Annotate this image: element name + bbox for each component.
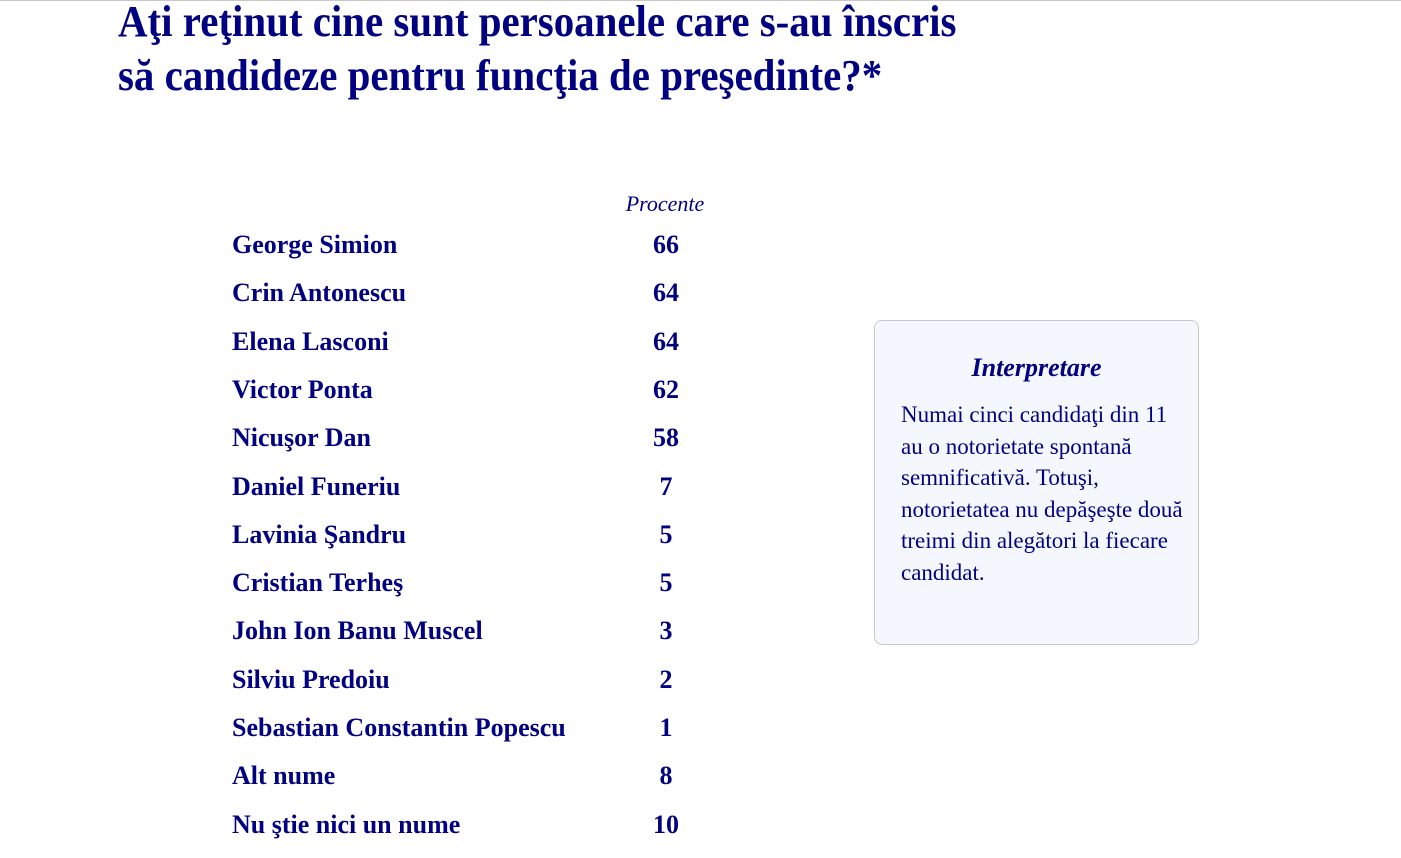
candidate-name: John Ion Banu Muscel [232, 616, 483, 646]
candidate-name: Crin Antonescu [232, 278, 407, 308]
table-row: Lavinia Şandru 5 [232, 520, 732, 568]
table-row: Cristian Terheş 5 [232, 568, 732, 616]
percent-value: 66 [653, 230, 679, 259]
percent-value: 5 [659, 568, 673, 598]
interpretation-text: Numai cinci candidaţi din 11 au o notori… [901, 402, 1183, 585]
percent-value: 2 [659, 664, 673, 694]
percent-value: 5 [659, 519, 673, 549]
table-row: Nicuşor Dan 58 [232, 423, 732, 471]
percent-value: 64 [653, 326, 679, 356]
percent-value: 64 [653, 278, 679, 308]
percent-value: 62 [653, 374, 679, 404]
title-line-1: Aţi reţinut cine sunt persoanele care s-… [118, 0, 957, 46]
candidate-name: Silviu Predoiu [232, 664, 390, 694]
candidate-name: Lavinia Şandru [232, 519, 407, 549]
column-header-procente: Procente [625, 191, 705, 216]
candidate-name: Cristian Terheş [232, 568, 404, 598]
table-row: John Ion Banu Muscel 3 [232, 616, 732, 664]
candidate-name: Daniel Funeriu [232, 471, 401, 501]
table-row: Nu ştie nici un nume 10 [232, 810, 732, 858]
candidate-name: Nu ştie nici un nume [232, 809, 461, 839]
table-row: Sebastian Constantin Popescu 1 [232, 713, 732, 761]
percent-value: 8 [659, 761, 673, 791]
title-line-2: să candideze pentru funcţia de preşedint… [118, 51, 883, 100]
candidate-name: Sebastian Constantin Popescu [232, 713, 566, 742]
table-row: Crin Antonescu 64 [232, 278, 732, 326]
percent-value: 7 [659, 471, 673, 501]
percent-value: 1 [659, 713, 673, 742]
candidate-name: Victor Ponta [232, 374, 373, 404]
table-row: Victor Ponta 62 [232, 375, 732, 423]
table-row: Silviu Predoiu 2 [232, 665, 732, 713]
table-row: Elena Lasconi 64 [232, 327, 732, 375]
candidate-name: George Simion [232, 230, 398, 259]
interpretation-heading: Interpretare [971, 353, 1102, 382]
candidate-name: Alt nume [232, 761, 336, 791]
page-title: Aţi reţinut cine sunt persoanele care s-… [118, 0, 956, 103]
table-row: George Simion 66 [232, 230, 732, 278]
table-row: Daniel Funeriu 7 [232, 472, 732, 520]
candidate-name: Elena Lasconi [232, 326, 389, 356]
interpretation-box: Interpretare Numai cinci candidaţi din 1… [874, 320, 1199, 645]
percent-value: 3 [659, 616, 673, 646]
candidate-name: Nicuşor Dan [232, 423, 371, 453]
percent-value: 10 [653, 809, 679, 839]
table-row: Alt nume 8 [232, 761, 732, 809]
percent-value: 58 [653, 423, 679, 453]
